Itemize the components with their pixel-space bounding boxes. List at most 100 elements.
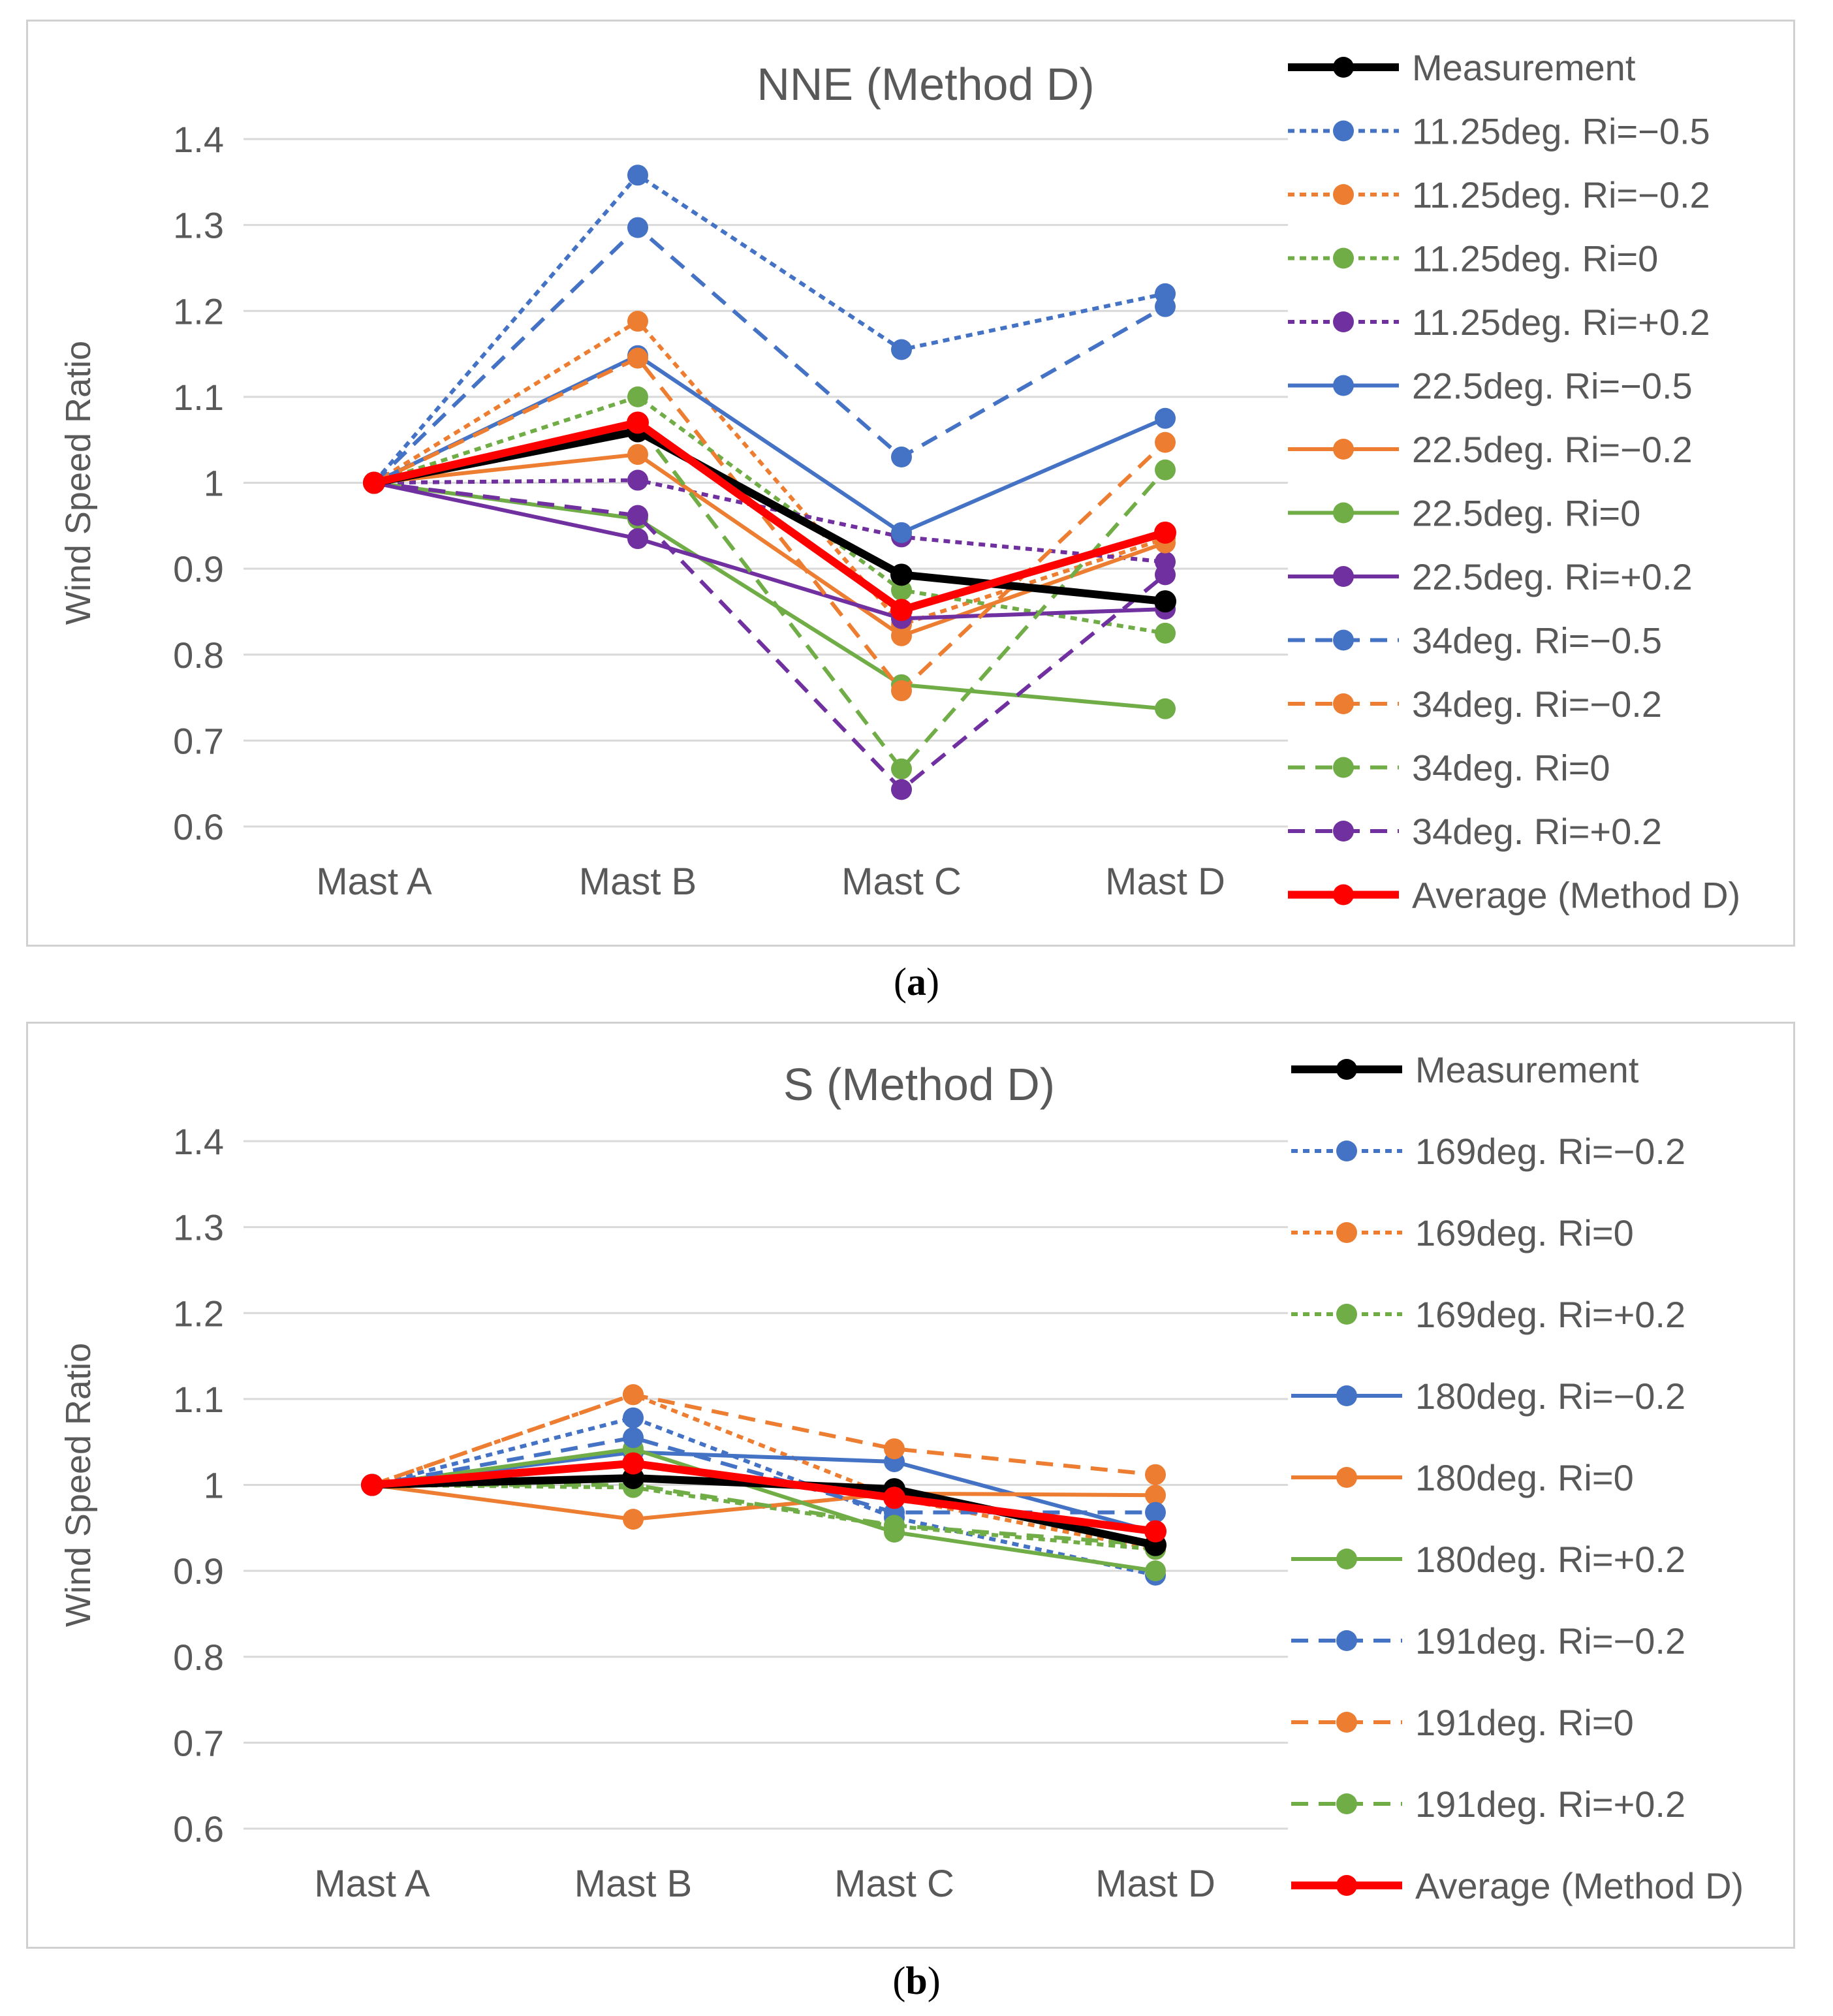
legend-item: 34deg. Ri=0 bbox=[1288, 748, 1610, 789]
data-point bbox=[891, 339, 912, 360]
series-line bbox=[373, 480, 1167, 792]
legend-label: 34deg. Ri=0 bbox=[1412, 748, 1610, 789]
data-point bbox=[622, 1452, 644, 1475]
caption-b-label: b bbox=[905, 1959, 928, 2002]
data-point bbox=[1154, 521, 1176, 544]
data-point bbox=[623, 1384, 644, 1406]
data-point bbox=[361, 1473, 383, 1496]
data-point bbox=[891, 447, 912, 468]
series-line bbox=[373, 427, 1166, 606]
data-point bbox=[1155, 698, 1176, 719]
legend-swatch-marker bbox=[1333, 439, 1354, 460]
series-13 bbox=[363, 411, 1176, 622]
data-point bbox=[623, 1407, 644, 1428]
legend-swatch-marker bbox=[1333, 884, 1354, 906]
y-tick-label: 1 bbox=[204, 1465, 224, 1506]
legend-swatch-marker bbox=[1336, 1630, 1357, 1651]
legend-label: 169deg. Ri=0 bbox=[1415, 1212, 1634, 1253]
data-point bbox=[1144, 1520, 1167, 1543]
series-line bbox=[372, 1483, 1156, 1547]
legend-swatch-marker bbox=[1336, 1059, 1357, 1080]
y-tick-label: 1.3 bbox=[173, 1207, 224, 1248]
chart-panel-b: 0.6 0.7 0.8 0.9 1 1.1 1.2 1.3 1.4 Wind Speed Rati… bbox=[26, 1022, 1795, 1949]
x-tick-label: Mast C bbox=[834, 1863, 954, 1905]
y-tick-label: 1.4 bbox=[173, 1121, 224, 1162]
legend-swatch-marker bbox=[1333, 693, 1354, 714]
y-tick-label: 1.4 bbox=[173, 119, 224, 160]
legend-label: 34deg. Ri=+0.2 bbox=[1412, 811, 1662, 852]
series-line bbox=[373, 478, 1166, 564]
legend-label: 180deg. Ri=0 bbox=[1415, 1457, 1634, 1498]
data-point bbox=[884, 1438, 905, 1460]
y-tick-label: 0.8 bbox=[173, 635, 224, 676]
legend-item: 11.25deg. Ri=−0.2 bbox=[1288, 174, 1710, 215]
data-point bbox=[627, 217, 648, 238]
data-point bbox=[891, 680, 912, 702]
data-point bbox=[363, 471, 385, 494]
legend-label: 22.5deg. Ri=+0.2 bbox=[1412, 556, 1693, 597]
legend-swatch-marker bbox=[1336, 1304, 1357, 1325]
legend-item: 180deg. Ri=−0.2 bbox=[1291, 1376, 1685, 1417]
series-8 bbox=[362, 1384, 1166, 1496]
caption-a: (a) bbox=[894, 960, 939, 1003]
legend-swatch-marker bbox=[1333, 57, 1354, 78]
legend-item: 11.25deg. Ri=−0.5 bbox=[1288, 111, 1710, 152]
legend-item: Measurement bbox=[1288, 47, 1636, 88]
legend-label: Average (Method D) bbox=[1415, 1865, 1744, 1906]
legend-item: 191deg. Ri=0 bbox=[1291, 1702, 1634, 1743]
legend-item: 180deg. Ri=+0.2 bbox=[1291, 1539, 1685, 1580]
legend-label: 11.25deg. Ri=+0.2 bbox=[1412, 302, 1710, 343]
data-point bbox=[1155, 296, 1176, 317]
series-line bbox=[373, 356, 1167, 693]
series-line bbox=[373, 319, 1166, 627]
y-tick-label: 0.7 bbox=[173, 720, 224, 761]
legend-swatch-marker bbox=[1333, 247, 1354, 269]
data-point bbox=[1145, 1560, 1166, 1582]
chart-title: S (Method D) bbox=[783, 1059, 1055, 1110]
legend-swatch-marker bbox=[1336, 1141, 1357, 1161]
data-point bbox=[884, 1515, 905, 1536]
legend-item: 34deg. Ri=+0.2 bbox=[1288, 811, 1662, 852]
chart-title: NNE (Method D) bbox=[757, 59, 1094, 110]
legend-item: 22.5deg. Ri=0 bbox=[1288, 493, 1640, 534]
legend-label: 169deg. Ri=−0.2 bbox=[1415, 1131, 1685, 1172]
legend-swatch-marker bbox=[1333, 566, 1354, 587]
data-point bbox=[1145, 1485, 1166, 1506]
y-tick-label: 0.6 bbox=[173, 1808, 224, 1850]
series-line bbox=[373, 480, 1166, 711]
legend-label: 191deg. Ri=−0.2 bbox=[1415, 1620, 1685, 1662]
data-point bbox=[627, 469, 648, 491]
legend-swatch-marker bbox=[1333, 757, 1354, 778]
caption-b: (b) bbox=[892, 1959, 941, 2002]
y-tick-label: 1.3 bbox=[173, 205, 224, 246]
data-point bbox=[627, 411, 649, 434]
y-tick-label: 1.2 bbox=[173, 1293, 224, 1334]
series-line bbox=[371, 1415, 1156, 1577]
y-tick-label: 0.6 bbox=[173, 806, 224, 847]
data-point bbox=[1155, 407, 1176, 429]
legend-swatch-marker bbox=[1333, 821, 1354, 842]
series-line bbox=[371, 1447, 1156, 1573]
data-point bbox=[627, 311, 648, 332]
legend-swatch-marker bbox=[1333, 629, 1354, 651]
legend-label: 191deg. Ri=+0.2 bbox=[1415, 1784, 1685, 1825]
data-point bbox=[883, 1487, 905, 1509]
series-10 bbox=[364, 347, 1176, 702]
data-point bbox=[627, 505, 648, 526]
legend-label: 34deg. Ri=−0.5 bbox=[1412, 620, 1662, 661]
legend-label: 22.5deg. Ri=−0.2 bbox=[1412, 429, 1693, 470]
legend-swatch-marker bbox=[1333, 184, 1354, 205]
data-point bbox=[623, 1509, 644, 1530]
series-line bbox=[371, 1393, 1156, 1487]
x-tick-label: Mast A bbox=[316, 860, 432, 903]
y-tick-label: 1 bbox=[204, 463, 224, 504]
x-tick-label: Mast D bbox=[1105, 860, 1225, 903]
series-line bbox=[373, 394, 1166, 635]
y-tick-label: 1.2 bbox=[173, 291, 224, 332]
legend-item: 191deg. Ri=−0.2 bbox=[1291, 1620, 1685, 1662]
legend-label: 11.25deg. Ri=−0.5 bbox=[1412, 111, 1710, 152]
legend-label: 180deg. Ri=+0.2 bbox=[1415, 1539, 1685, 1580]
y-tick-label: 1.1 bbox=[173, 377, 224, 418]
data-point bbox=[890, 599, 913, 622]
legend-swatch-marker bbox=[1333, 311, 1354, 332]
